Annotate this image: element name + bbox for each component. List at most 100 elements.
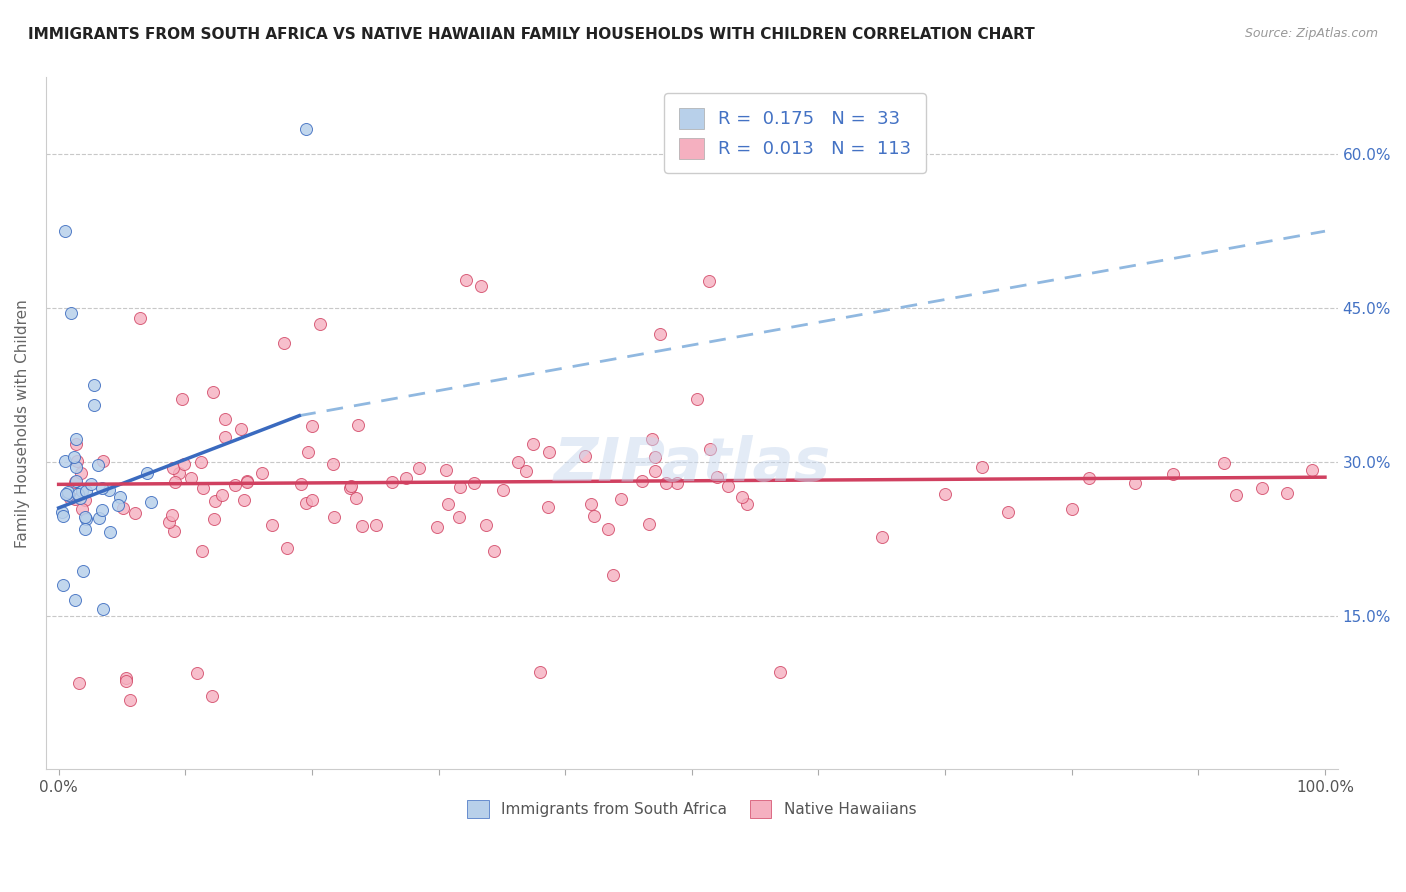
Point: [163, 524, 186, 538]
Point: [224, 478, 246, 492]
Point: [297, 444, 319, 458]
Point: [735, 498, 758, 512]
Point: [640, 432, 662, 446]
Point: [200, 689, 222, 703]
Point: [491, 483, 513, 497]
Point: [211, 488, 233, 502]
Point: [602, 568, 624, 582]
Point: [1060, 501, 1083, 516]
Point: [129, 311, 152, 326]
Point: [697, 274, 720, 288]
Point: [72, 502, 94, 516]
Point: [52, 509, 75, 524]
Point: [301, 493, 323, 508]
Point: [59, 491, 82, 506]
Point: [157, 515, 180, 529]
Point: [202, 511, 225, 525]
Point: [665, 475, 688, 490]
Point: [655, 475, 678, 490]
Point: [67, 675, 90, 690]
Point: [236, 474, 259, 488]
Point: [55, 486, 77, 500]
Point: [537, 444, 560, 458]
Point: [65, 492, 87, 507]
Point: [191, 481, 214, 495]
Point: [769, 665, 792, 679]
Point: [323, 509, 346, 524]
Point: [482, 544, 505, 558]
Point: [1123, 475, 1146, 490]
Point: [233, 493, 256, 508]
Point: [139, 494, 162, 508]
Point: [381, 475, 404, 490]
Point: [63, 450, 86, 464]
Text: IMMIGRANTS FROM SOUTH AFRICA VS NATIVE HAWAIIAN FAMILY HOUSEHOLDS WITH CHILDREN : IMMIGRANTS FROM SOUTH AFRICA VS NATIVE H…: [28, 27, 1035, 42]
Point: [112, 501, 135, 516]
Point: [686, 392, 709, 406]
Point: [309, 318, 332, 332]
Point: [115, 673, 138, 688]
Point: [870, 530, 893, 544]
Point: [91, 454, 114, 468]
Point: [294, 121, 316, 136]
Point: [339, 481, 361, 495]
Point: [51, 505, 73, 519]
Point: [997, 505, 1019, 519]
Point: [214, 430, 236, 444]
Point: [65, 459, 87, 474]
Point: [522, 437, 544, 451]
Point: [449, 479, 471, 493]
Point: [160, 508, 183, 522]
Point: [301, 418, 323, 433]
Point: [169, 467, 191, 481]
Point: [60, 306, 83, 320]
Point: [186, 666, 208, 681]
Point: [295, 496, 318, 510]
Point: [1250, 481, 1272, 495]
Point: [731, 490, 754, 504]
Point: [350, 519, 373, 533]
Point: [173, 457, 195, 471]
Legend: Immigrants from South Africa, Native Hawaiians: Immigrants from South Africa, Native Haw…: [461, 794, 922, 824]
Point: [644, 450, 666, 464]
Point: [55, 454, 77, 468]
Point: [426, 520, 449, 534]
Point: [69, 491, 91, 506]
Point: [598, 522, 620, 536]
Point: [83, 399, 105, 413]
Point: [52, 578, 75, 592]
Point: [65, 453, 87, 467]
Point: [165, 475, 187, 490]
Point: [124, 506, 146, 520]
Point: [229, 422, 252, 436]
Point: [202, 385, 225, 400]
Point: [91, 482, 114, 496]
Point: [574, 450, 596, 464]
Point: [87, 511, 110, 525]
Point: [515, 464, 537, 478]
Point: [717, 478, 740, 492]
Point: [70, 482, 93, 496]
Point: [1077, 471, 1099, 485]
Point: [70, 466, 93, 480]
Point: [98, 483, 121, 497]
Point: [276, 541, 298, 556]
Point: [80, 477, 103, 491]
Point: [180, 471, 202, 485]
Point: [1225, 488, 1247, 502]
Point: [630, 474, 652, 488]
Point: [434, 463, 457, 477]
Point: [344, 491, 367, 505]
Point: [73, 493, 96, 508]
Point: [447, 510, 470, 524]
Point: [75, 512, 97, 526]
Point: [91, 601, 114, 615]
Point: [236, 475, 259, 489]
Point: [65, 437, 87, 451]
Point: [394, 471, 416, 485]
Point: [437, 497, 460, 511]
Point: [970, 460, 993, 475]
Point: [650, 327, 672, 342]
Point: [136, 466, 159, 480]
Point: [114, 671, 136, 685]
